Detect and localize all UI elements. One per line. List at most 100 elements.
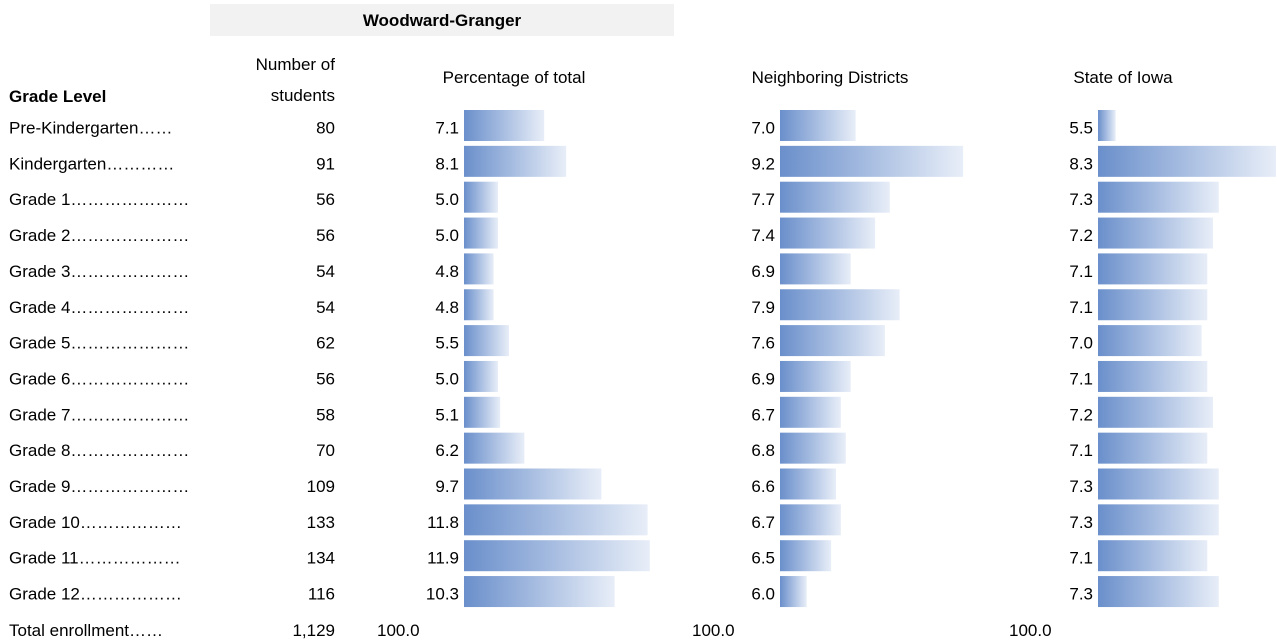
students-header-line2: students [271,86,335,105]
pct-value-label: 4.8 [435,298,459,317]
student-count: 56 [316,190,335,209]
neighbors-value-label: 6.8 [751,441,775,460]
pct-bar [464,576,615,608]
pct-value-label: 10.3 [426,585,459,604]
state-value-label: 7.3 [1069,513,1093,532]
pct-bar [464,540,650,572]
student-count: 133 [307,513,335,532]
state-value-label: 7.1 [1069,549,1093,568]
grade-row: Grade 10……………… 133 11.8 6.7 7.3 [9,504,1219,536]
state-bar [1098,253,1208,285]
total-state: 100.0 [1009,621,1052,640]
state-bar [1098,432,1208,464]
pct-bar [464,360,498,392]
pct-value-label: 5.0 [435,226,459,245]
grade-row: Grade 4………………… 54 4.8 7.9 7.1 [9,289,1208,321]
neighbors-value-label: 7.7 [751,190,775,209]
pct-value-label: 11.8 [427,513,459,532]
students-header-line1: Number of [256,55,336,74]
grade-label: Grade 2………………… [9,226,189,245]
neighbors-value-label: 7.6 [751,334,775,353]
grade-row: Kindergarten………… 91 8.1 9.2 8.3 [9,145,1276,177]
state-bar [1098,396,1213,428]
neighbors-value-label: 6.5 [751,549,775,568]
neighbors-bar [780,181,890,213]
neighbors-bar [780,253,851,285]
pct-bar [464,325,509,357]
neighbors-bar [780,468,836,500]
state-header: State of Iowa [1073,68,1173,87]
pct-value-label: 8.1 [435,154,459,173]
pct-bar [464,110,545,141]
grade-label: Grade 10……………… [9,513,182,532]
pct-value-label: 5.1 [435,405,459,424]
state-bar [1098,576,1219,608]
grade-row: Grade 3………………… 54 4.8 6.9 7.1 [9,253,1208,285]
state-value-label: 5.5 [1069,119,1093,138]
pct-bar [464,253,494,285]
grade-row: Grade 5………………… 62 5.5 7.6 7.0 [9,325,1202,357]
state-value-label: 7.3 [1069,585,1093,604]
student-count: 62 [316,334,335,353]
pct-value-label: 5.0 [435,190,459,209]
neighbors-bar [780,145,964,177]
neighbors-bar [780,432,846,464]
grade-label: Grade 11……………… [9,549,181,568]
state-value-label: 7.1 [1069,298,1093,317]
student-count: 116 [308,585,335,604]
state-value-label: 7.1 [1069,262,1093,281]
neighbors-bar [780,217,876,249]
pct-bar [464,396,501,428]
neighbors-bar [780,110,856,141]
state-value-label: 7.2 [1069,405,1093,424]
neighbors-bar [780,576,807,608]
pct-value-label: 5.5 [435,334,459,353]
neighbors-value-label: 7.0 [751,119,775,138]
state-bar [1098,181,1219,213]
state-bar [1098,468,1219,500]
pct-bar [464,145,567,177]
pct-total-header: Percentage of total [443,68,586,87]
pct-value-label: 4.8 [435,262,459,281]
district-header-background [210,4,674,36]
student-count: 91 [316,154,335,173]
grade-label: Grade 9………………… [9,477,189,496]
district-header: Woodward-Granger [363,11,522,30]
grade-label: Grade 6………………… [9,369,189,388]
grade-label: Grade 5………………… [9,334,189,353]
state-bar [1098,289,1208,321]
pct-value-label: 9.7 [435,477,459,496]
pct-bar [464,432,525,464]
state-value-label: 7.2 [1069,226,1093,245]
grade-level-header: Grade Level [9,87,106,106]
neighbors-bar [780,540,832,572]
grade-row: Grade 7………………… 58 5.1 6.7 7.2 [9,396,1213,428]
grade-row: Grade 11……………… 134 11.9 6.5 7.1 [9,540,1208,572]
grade-label: Grade 4………………… [9,298,189,317]
neighbors-value-label: 6.6 [751,477,775,496]
state-bar [1098,145,1276,177]
state-value-label: 7.1 [1069,441,1093,460]
grade-label: Grade 3………………… [9,262,189,281]
neighbors-value-label: 9.2 [751,154,775,173]
state-bar [1098,325,1202,357]
state-bar [1098,217,1213,249]
total-label: Total enrollment…… [9,621,163,640]
neighbors-bar [780,360,851,392]
pct-bar [464,181,498,213]
grade-row: Grade 8………………… 70 6.2 6.8 7.1 [9,432,1208,464]
grade-rows: Pre-Kindergarten…… 80 7.1 7.0 5.5 Kindergarte… [9,110,1276,608]
state-value-label: 7.3 [1069,190,1093,209]
student-count: 56 [316,369,335,388]
state-bar [1098,360,1208,392]
state-value-label: 7.3 [1069,477,1093,496]
total-pct: 100.0 [377,621,420,640]
neighbors-bar [780,325,885,357]
pct-value-label: 7.1 [435,119,459,138]
neighbors-bar [780,504,841,536]
neighbors-value-label: 6.0 [751,585,775,604]
neighbors-value-label: 6.9 [751,262,775,281]
grade-row: Grade 12……………… 116 10.3 6.0 7.3 [9,576,1219,608]
neighbors-value-label: 7.4 [751,226,775,245]
state-value-label: 7.1 [1069,369,1093,388]
